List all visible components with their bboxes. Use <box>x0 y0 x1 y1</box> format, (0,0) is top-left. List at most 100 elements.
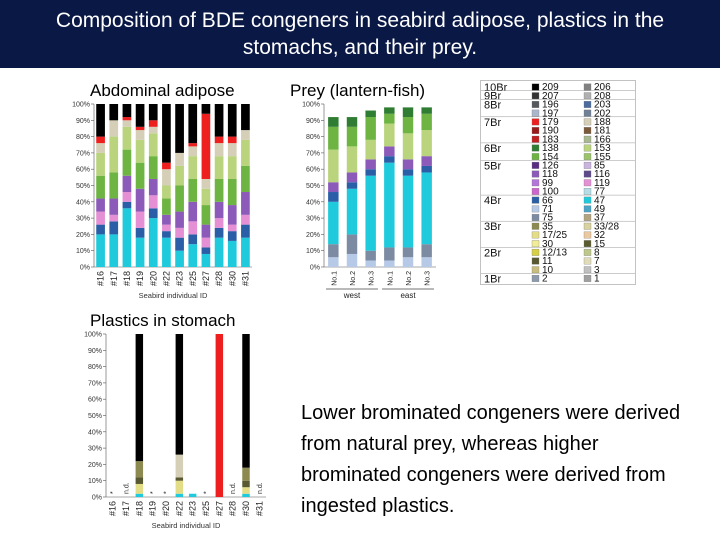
legend-swatch <box>583 257 592 265</box>
legend-swatch <box>531 196 540 204</box>
bar-segment <box>328 201 339 245</box>
x-tick-label: No.2 <box>350 271 357 286</box>
bar-segment <box>214 178 224 202</box>
bar-segment <box>162 104 171 163</box>
legend-swatch <box>531 109 540 117</box>
bar-segment <box>328 182 339 193</box>
bar-segment <box>227 136 237 144</box>
bar-segment <box>214 136 224 144</box>
bar-segment <box>135 493 144 497</box>
legend-swatch <box>531 135 540 143</box>
bar-segment <box>421 165 432 173</box>
legend-item-label: 179 <box>542 117 559 128</box>
legend-swatch <box>583 170 592 178</box>
bar-segment <box>162 198 171 215</box>
bar-segment <box>365 169 376 176</box>
bar-segment <box>96 104 105 137</box>
x-tick-label: No.3 <box>425 271 432 286</box>
bar-segment <box>175 185 184 212</box>
legend-item-label: 166 <box>594 134 611 145</box>
bar-segment <box>135 162 145 189</box>
bar-segment <box>135 461 144 478</box>
bar-segment <box>242 467 250 481</box>
x-tick-label: #28 <box>228 501 238 516</box>
bar-segment <box>109 104 119 121</box>
bar-segment <box>201 188 211 206</box>
legend-swatch <box>583 231 592 239</box>
x-tick-label: No.3 <box>369 271 376 286</box>
y-tick-label: 40% <box>306 199 320 206</box>
x-tick-label: #20 <box>148 271 158 286</box>
bar-segment <box>162 214 171 225</box>
x-tick-label: #19 <box>148 501 158 516</box>
x-axis-label: Seabird individual ID <box>139 291 208 298</box>
bar-segment <box>214 156 224 179</box>
bar-segment <box>421 130 432 157</box>
legend-item-label: 206 <box>594 82 611 93</box>
y-tick-label: 70% <box>306 150 320 157</box>
bar-segment <box>122 104 132 118</box>
bar-segment <box>148 133 158 157</box>
bar-segment <box>215 334 224 497</box>
bar-note: * <box>204 491 211 494</box>
y-tick-label: 40% <box>88 429 102 436</box>
bar-segment <box>162 224 171 232</box>
bar-segment <box>384 146 395 157</box>
y-tick-label: 80% <box>76 134 90 141</box>
legend-swatch <box>583 161 592 169</box>
legend-item-label: 155 <box>594 152 611 163</box>
bar-segment <box>214 218 224 228</box>
y-tick-label: 30% <box>88 446 102 453</box>
legend-item-label: 118 <box>542 169 558 180</box>
plastics-chart: 0% 10% 20% 30% 40% 50% 60% 70% 80% 90% 100% #16 * #17… <box>84 332 266 530</box>
bar-segment <box>402 107 414 118</box>
bar-segment <box>96 143 105 153</box>
bar-segment <box>135 211 145 228</box>
legend-swatch <box>531 161 540 169</box>
x-tick-label: #22 <box>161 271 171 286</box>
y-tick-label: 60% <box>88 397 102 404</box>
bar-segment <box>365 260 376 267</box>
bar-segment <box>122 192 132 202</box>
bar-segment <box>188 146 198 157</box>
adipose-chart: 0%10%20%30%40%50%60%70%80%90%100%#16 #17 #… <box>72 102 252 298</box>
legend-swatch <box>531 170 540 178</box>
x-tick-label: #20 <box>161 501 171 516</box>
bar-note: * <box>150 491 157 494</box>
slide-title-line1: Composition of BDE congeners in seabird … <box>55 9 665 32</box>
bar-segment <box>365 139 376 160</box>
legend-swatch <box>583 248 592 256</box>
x-tick-label: #16 <box>108 501 118 516</box>
bar-segment <box>227 240 237 267</box>
legend-swatch <box>531 205 540 213</box>
plastics-chart-title: Plastics in stomach <box>90 311 236 330</box>
bar-segment <box>175 227 184 238</box>
bar-segment <box>346 253 358 267</box>
bar-segment <box>384 162 395 248</box>
legend-item-label: 100 <box>542 187 559 198</box>
legend-item-label: 37 <box>594 213 606 224</box>
bar-segment <box>346 172 358 183</box>
legend-item-label: 208 <box>594 91 611 102</box>
bar-segment <box>109 172 119 199</box>
bar-segment <box>135 188 145 212</box>
bar-segment <box>365 175 376 251</box>
legend-swatch <box>583 144 592 152</box>
legend-item-label: 209 <box>542 82 559 93</box>
x-tick-label: #18 <box>122 271 132 286</box>
bar-segment <box>148 126 158 134</box>
bar-segment <box>328 192 339 202</box>
legend-item-label: 190 <box>542 126 559 137</box>
legend-swatch <box>583 240 592 248</box>
legend-swatch <box>531 153 540 161</box>
legend-swatch <box>583 127 592 134</box>
bar-segment <box>227 205 237 225</box>
x-tick-label: #31 <box>240 271 250 286</box>
bar-segment <box>148 218 158 267</box>
group-label: east <box>400 291 416 298</box>
bar-segment <box>242 493 250 497</box>
bar-segment <box>175 237 184 251</box>
legend-swatch <box>583 109 592 117</box>
bar-segment <box>109 221 119 235</box>
prey-chart: 0% 10% 20% 30% 40% 50% 60% 70% 80% 90% 100% No.1 No.… <box>302 102 436 298</box>
